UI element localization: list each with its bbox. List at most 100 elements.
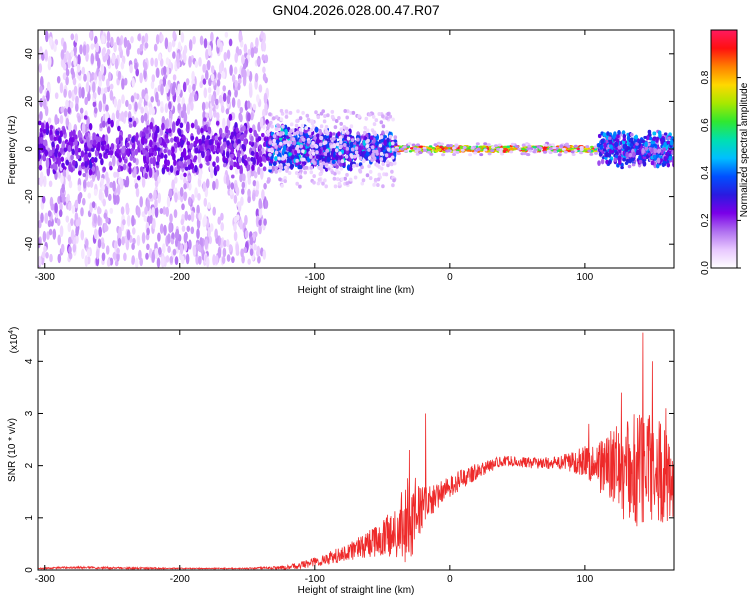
- spectrogram-cell: [309, 170, 314, 175]
- spectrogram-cell: [39, 111, 43, 121]
- spectrogram-cell: [44, 105, 49, 117]
- spectrogram-cell: [148, 167, 153, 179]
- spectrogram-cell: [666, 162, 671, 168]
- spectrogram-cell: [318, 172, 323, 177]
- spectrogram-cell: [222, 117, 226, 130]
- spectrogram-cell: [74, 212, 79, 222]
- spectrogram-cell: [625, 151, 629, 158]
- spectrogram-cell: [214, 135, 219, 141]
- spectrogram-cell: [594, 151, 598, 155]
- spectrogram-y-tick-label: -40: [24, 237, 35, 252]
- spectrogram-cell: [330, 109, 335, 114]
- spectrogram-cell: [161, 122, 165, 131]
- spectrogram-cell: [264, 102, 268, 113]
- spectrogram-cell: [216, 38, 221, 48]
- spectrogram-cell: [190, 122, 195, 129]
- spectrogram-cell: [183, 172, 187, 178]
- spectrogram-cell: [427, 150, 431, 154]
- spectrogram-cell: [44, 212, 48, 224]
- spectrogram-cell: [91, 158, 95, 164]
- spectrogram-cell: [552, 146, 557, 150]
- spectrogram-cell: [76, 63, 81, 73]
- spectrogram-cell: [365, 128, 370, 133]
- spectrogram-cell: [54, 92, 59, 100]
- spectrogram-cell: [182, 103, 187, 114]
- spectrogram-cell: [355, 140, 360, 145]
- spectrogram-cell: [72, 159, 76, 166]
- spectrogram-cell: [206, 149, 210, 157]
- spectrogram-cell: [247, 258, 251, 265]
- spectrogram-cell: [594, 148, 598, 151]
- spectrogram-cell: [192, 83, 196, 92]
- spectrogram-cell: [316, 115, 321, 120]
- spectrogram-cell: [613, 157, 618, 163]
- spectrogram-cell: [201, 134, 206, 142]
- spectrogram-cell: [250, 47, 255, 59]
- spectrogram-cell: [128, 162, 132, 168]
- spectrogram-cell: [74, 33, 79, 43]
- spectrogram-cell: [361, 178, 366, 183]
- spectrogram-cell: [137, 206, 141, 218]
- spectrogram-cell: [68, 122, 72, 133]
- spectrogram-cell: [365, 151, 370, 156]
- spectrogram-cell: [162, 206, 167, 215]
- spectrogram-cell: [284, 151, 288, 155]
- spectrogram-cell: [310, 121, 315, 126]
- spectrogram-cell: [208, 107, 213, 120]
- spectrogram-cell: [579, 148, 584, 152]
- spectrogram-cell: [222, 247, 227, 258]
- figure-title: GN04.2026.028.00.47.R07: [272, 2, 440, 18]
- spectrogram-cell: [94, 156, 98, 163]
- spectrogram-cell: [120, 178, 124, 190]
- spectrogram-cell: [145, 129, 149, 134]
- spectrogram-cell: [583, 149, 588, 152]
- colorbar-gradient: [710, 29, 738, 269]
- snr-y-axis-label: SNR (10 * v/v): [7, 418, 18, 482]
- spectrogram-cell: [348, 177, 353, 182]
- spectrogram-cell: [121, 78, 125, 90]
- spectrogram-cell: [278, 132, 283, 137]
- spectrogram-cell: [631, 163, 636, 167]
- spectrogram-cell: [106, 30, 111, 43]
- spectrogram-cell: [231, 174, 235, 179]
- colorbar-tick-label: 0.8: [700, 70, 711, 84]
- spectrogram-cell: [373, 177, 378, 182]
- spectrogram-cell: [163, 148, 167, 154]
- spectrogram-cell: [526, 153, 531, 157]
- spectrogram-cell: [187, 159, 191, 165]
- spectrogram-cell: [199, 81, 203, 89]
- spectrogram-cell: [172, 51, 176, 59]
- spectrogram-cell: [139, 166, 144, 173]
- spectrogram-cell: [190, 210, 195, 223]
- spectrogram-cell: [49, 134, 54, 141]
- spectrogram-cell: [109, 181, 113, 189]
- spectrogram-cell: [260, 30, 264, 39]
- spectrogram-cell: [479, 153, 484, 157]
- spectrogram-cell: [284, 109, 289, 114]
- spectrogram-cell: [538, 146, 543, 150]
- snr-scale-exponent: 4: [8, 330, 15, 334]
- spectrogram-cell: [143, 138, 148, 144]
- spectrogram-cell: [258, 150, 263, 157]
- spectrogram-cell: [337, 116, 341, 120]
- spectrogram-cell: [622, 137, 627, 142]
- spectrogram-cell: [270, 124, 274, 129]
- spectrogram-cell: [167, 233, 171, 244]
- spectrogram-cell: [301, 149, 305, 154]
- spectrogram-cell: [263, 141, 267, 147]
- spectrogram-cell: [279, 141, 283, 146]
- spectrogram-cell: [131, 214, 135, 227]
- spectrogram-cell: [84, 154, 88, 162]
- spectrogram-cell: [309, 165, 314, 170]
- spectrogram-cell: [188, 39, 193, 52]
- spectrogram-cell: [255, 151, 259, 160]
- spectrogram-cell: [669, 139, 674, 146]
- spectrogram-cell: [160, 152, 164, 159]
- spectrogram-cell: [319, 155, 324, 160]
- spectrogram-cell: [256, 245, 261, 255]
- spectrogram-cell: [51, 141, 55, 148]
- spectrogram-cell: [608, 148, 613, 155]
- spectrogram-cell: [246, 69, 250, 77]
- spectrogram-cell: [41, 195, 46, 204]
- spectrogram-cell: [246, 156, 251, 162]
